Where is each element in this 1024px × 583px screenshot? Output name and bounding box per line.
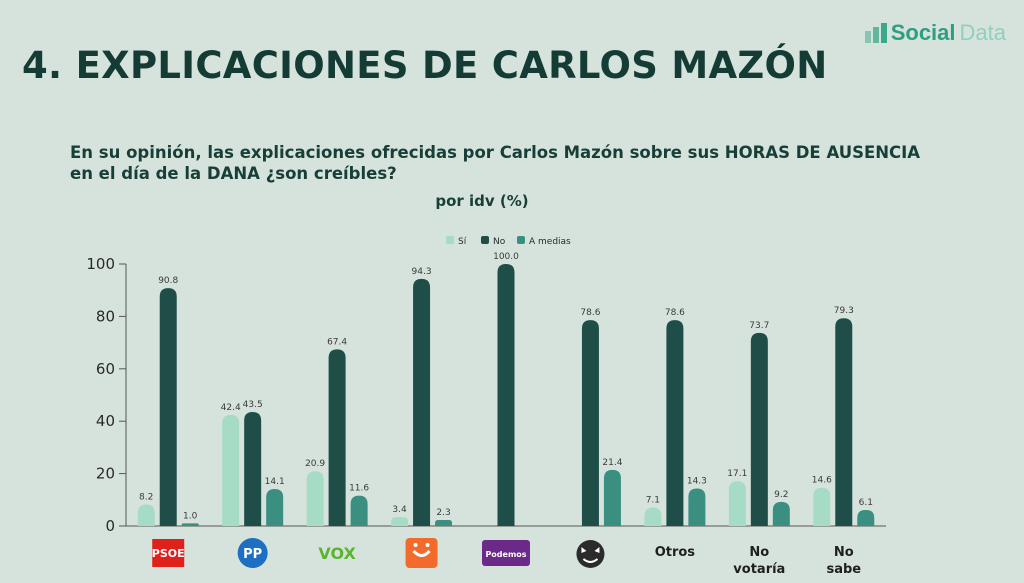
psoe-logo-icon	[152, 539, 185, 567]
bar-vox-no	[328, 349, 346, 526]
data-label: 94.3	[412, 267, 432, 277]
data-label: 17.1	[727, 469, 747, 479]
pp-logo-text: PP	[243, 547, 262, 562]
bar-no-sabe-s-	[813, 487, 831, 526]
salf-mouth-icon	[582, 558, 599, 563]
legend-label: Sí	[458, 237, 467, 247]
bar-comprom-s-no	[413, 278, 431, 526]
bar-psoe-s-	[137, 504, 155, 526]
podemos-logo-text: Podemos	[485, 550, 526, 559]
chart-subtitle: por idv (%)	[435, 192, 529, 210]
data-label: 14.1	[265, 477, 285, 487]
compromis-eye-icon	[413, 543, 418, 547]
compromis-logo-icon	[405, 538, 438, 568]
legend-label: A medias	[529, 237, 571, 247]
category-label: sabe	[826, 562, 861, 577]
bar-psoe-a-medias	[181, 523, 199, 526]
data-label: 67.4	[327, 337, 347, 347]
bar-otros-no	[666, 320, 684, 526]
data-label: 73.7	[749, 321, 769, 331]
salf-eye-icon	[581, 547, 587, 553]
logo-text-part1: Social	[890, 20, 956, 45]
data-label: 1.0	[183, 511, 198, 521]
logo-text-part2: Data	[959, 20, 1006, 45]
data-label: 100.0	[493, 252, 519, 262]
compromis-smile-icon	[412, 549, 431, 557]
y-tick-label: 60	[96, 360, 115, 378]
bar-pp-s-	[222, 414, 240, 526]
bar-comprom-s-s-	[391, 517, 409, 526]
data-label: 21.4	[602, 458, 622, 468]
bar-no-sabe-a-medias	[857, 510, 875, 526]
page-title: 4. EXPLICACIONES DE CARLOS MAZÓN	[22, 44, 828, 87]
data-label: 8.2	[139, 493, 153, 503]
vox-logo-text: VOX	[318, 544, 356, 563]
y-tick-label: 80	[96, 307, 115, 325]
bar-se-acab-la-fiesta-a-medias	[603, 469, 621, 526]
bar-se-acab-la-fiesta-no	[581, 320, 599, 526]
bar-no-sabe-no	[835, 318, 853, 526]
salf-logo-icon	[576, 540, 605, 568]
y-tick-label: 100	[86, 255, 115, 273]
salf-eye-icon	[594, 547, 600, 553]
socialdata-logo: Social Data	[864, 20, 1006, 46]
data-label: 7.1	[646, 495, 660, 505]
bar-no-votar-a-s-	[728, 481, 746, 526]
bar-vox-s-	[306, 471, 324, 526]
bar-vox-a-medias	[350, 495, 368, 526]
data-label: 3.4	[392, 505, 407, 515]
legend-label: No	[493, 237, 506, 247]
bar-no-votar-a-a-medias	[772, 501, 790, 526]
compromis-eye-icon	[425, 543, 430, 547]
bar-pp-a-medias	[266, 489, 284, 526]
logo-bars-icon	[864, 23, 887, 43]
category-label: Otros	[655, 545, 696, 560]
category-label: votaría	[733, 562, 785, 577]
data-label: 14.6	[812, 476, 832, 486]
bar-no-votar-a-no	[750, 332, 768, 526]
data-label: 43.5	[243, 400, 263, 410]
data-label: 20.9	[305, 459, 325, 469]
data-label: 14.3	[687, 477, 707, 487]
data-label: 11.6	[349, 484, 369, 494]
data-label: 78.6	[580, 308, 600, 318]
bar-podemos-no	[497, 264, 515, 526]
bar-psoe-no	[159, 288, 177, 526]
data-label: 9.2	[774, 490, 788, 500]
legend-swatch	[481, 236, 489, 244]
survey-question: En su opinión, las explicaciones ofrecid…	[70, 143, 921, 183]
legend-swatch	[446, 236, 454, 244]
y-tick-label: 20	[96, 465, 115, 483]
category-label: No	[834, 545, 854, 560]
category-label: No	[749, 545, 769, 560]
pp-logo-icon	[237, 538, 268, 568]
bar-otros-s-	[644, 507, 662, 526]
data-label: 6.1	[859, 498, 873, 508]
podemos-logo-icon	[482, 540, 530, 566]
y-tick-label: 40	[96, 412, 115, 430]
bar-otros-a-medias	[688, 488, 706, 526]
bar-pp-no	[244, 412, 262, 526]
data-label: 2.3	[436, 508, 450, 518]
data-label: 79.3	[834, 306, 854, 316]
psoe-logo-text: PSOE	[152, 547, 185, 560]
data-label: 90.8	[158, 276, 178, 286]
data-label: 78.6	[665, 308, 685, 318]
legend-swatch	[517, 236, 525, 244]
data-label: 42.4	[221, 403, 241, 413]
y-tick-label: 0	[105, 517, 115, 535]
bar-comprom-s-a-medias	[435, 519, 453, 526]
